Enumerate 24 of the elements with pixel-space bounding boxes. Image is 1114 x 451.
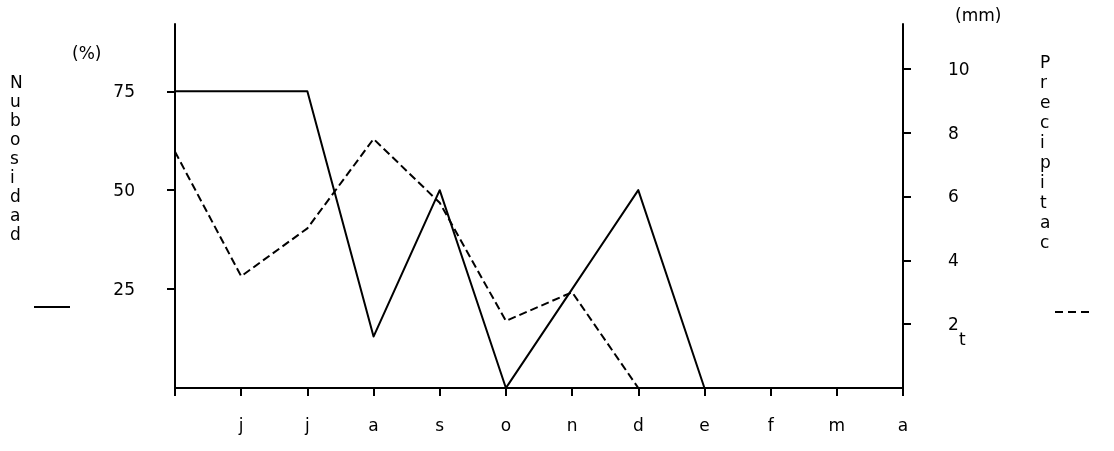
text: (mm): [955, 4, 1002, 25]
x-tick-label: n: [566, 414, 578, 435]
y-tick-label: 25: [113, 279, 135, 300]
x-tick-label: a: [897, 414, 909, 435]
x-tick-label: f: [767, 414, 775, 435]
text: t: [959, 328, 966, 349]
x-tick-label: e: [699, 414, 710, 435]
x-tick-label: o: [500, 414, 512, 435]
x-tick-label: j: [304, 414, 310, 435]
x-tick-label: d: [632, 414, 644, 435]
y2-tick-label: 8: [948, 122, 959, 143]
y2-tick-label: 10: [948, 58, 970, 79]
y-tick-label: 50: [113, 180, 135, 201]
x-tick-label: m: [828, 414, 846, 435]
text: (%): [72, 42, 102, 63]
text: Nubosidad: [10, 71, 23, 244]
text: Precipitac: [1040, 52, 1051, 252]
y-tick-label: 75: [113, 81, 135, 102]
x-tick-label: j: [237, 414, 244, 435]
x-tick-label: a: [368, 414, 379, 435]
y2-tick-label: 2: [948, 314, 959, 335]
y2-tick-label: 6: [948, 186, 959, 207]
x-tick-label: s: [435, 414, 445, 435]
y2-tick-label: 4: [948, 250, 959, 271]
